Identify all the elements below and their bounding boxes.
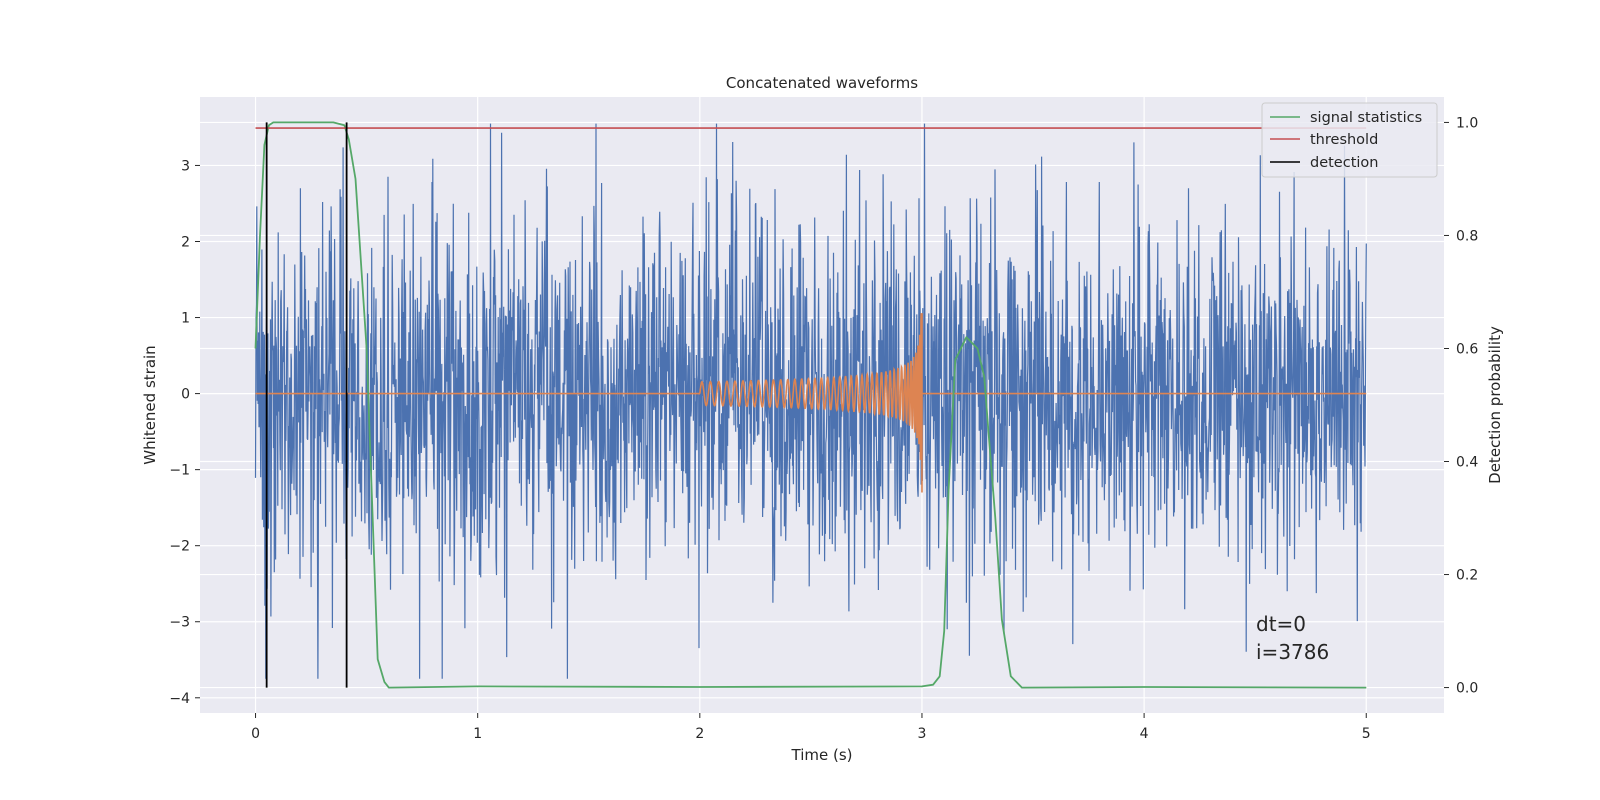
y-tick-label: 0 — [181, 387, 190, 403]
legend: signal statistics threshold detection — [1261, 102, 1438, 178]
y2-tick-label: 0.0 — [1456, 681, 1478, 697]
data-layer — [254, 121, 1367, 689]
y-tick-label: −3 — [169, 615, 190, 631]
legend-box — [1261, 102, 1438, 178]
y-tick-label: 2 — [181, 234, 190, 250]
x-tick-label: 4 — [1140, 726, 1149, 742]
strain-noise-line — [254, 123, 1367, 679]
x-tick-label: 5 — [1362, 726, 1371, 742]
y-tick-label: 1 — [181, 311, 190, 327]
y-tick-label: 3 — [181, 158, 190, 174]
x-tick-label: 2 — [695, 726, 704, 742]
legend-label-detection: detection — [1310, 155, 1378, 171]
y-axis-label: Whitened strain — [141, 345, 159, 464]
x-axis-ticks: 0 1 2 3 4 5 — [251, 713, 1371, 742]
y2-axis-ticks: 0.0 0.2 0.4 0.6 0.8 1.0 — [1444, 115, 1478, 697]
x-axis-label: Time (s) — [791, 746, 853, 764]
chart-title: Concatenated waveforms — [726, 74, 918, 92]
y-tick-label: −2 — [169, 539, 190, 555]
y-tick-label: −1 — [169, 463, 190, 479]
legend-label-signal-statistics: signal statistics — [1310, 110, 1422, 126]
x-tick-label: 0 — [251, 726, 260, 742]
x-tick-label: 3 — [918, 726, 927, 742]
annotation-index: i=3786 — [1256, 640, 1329, 664]
x-tick-label: 1 — [473, 726, 482, 742]
y2-tick-label: 0.4 — [1456, 455, 1478, 471]
y-axis-ticks: −4 −3 −2 −1 0 1 2 3 — [169, 158, 200, 707]
injected-signal-line — [255, 313, 1367, 493]
annotation-dt: dt=0 — [1256, 612, 1306, 636]
y2-tick-label: 0.8 — [1456, 228, 1478, 244]
y2-axis-label: Detection probability — [1486, 326, 1504, 484]
y2-tick-label: 0.2 — [1456, 568, 1478, 584]
legend-label-threshold: threshold — [1310, 132, 1378, 148]
y2-tick-label: 1.0 — [1456, 115, 1478, 131]
signal-statistics-line — [254, 121, 1367, 689]
y-tick-label: −4 — [169, 691, 190, 707]
y2-tick-label: 0.6 — [1456, 341, 1478, 357]
